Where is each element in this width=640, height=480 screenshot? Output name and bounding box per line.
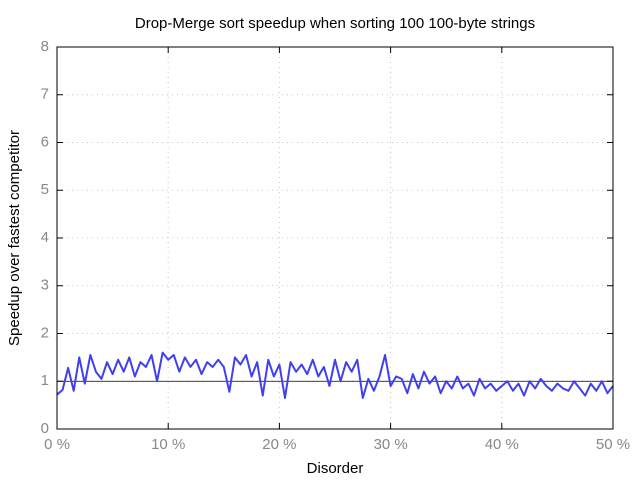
y-tick-label: 8	[41, 38, 49, 55]
x-tick-label: 20 %	[262, 436, 296, 453]
x-tick-label: 10 %	[151, 436, 185, 453]
x-tick-label: 30 %	[373, 436, 407, 453]
x-tick-label: 0 %	[44, 436, 70, 453]
y-tick-label: 3	[41, 277, 49, 294]
y-tick-label: 2	[41, 324, 49, 341]
plot-frame	[56, 46, 614, 430]
x-axis-label: Disorder	[307, 460, 364, 477]
y-tick-label: 6	[41, 133, 49, 150]
x-tick-label: 40 %	[485, 436, 519, 453]
y-tick-label: 0	[41, 420, 49, 437]
x-tick-label: 50 %	[596, 436, 630, 453]
y-tick-label: 4	[41, 229, 49, 246]
y-tick-label: 7	[41, 86, 49, 103]
y-axis-label: Speedup over fastest competitor	[6, 130, 23, 346]
y-tick-label: 5	[41, 181, 49, 198]
chart-title: Drop-Merge sort speedup when sorting 100…	[135, 15, 535, 32]
data-line	[56, 351, 614, 399]
y-tick-label: 1	[41, 372, 49, 389]
